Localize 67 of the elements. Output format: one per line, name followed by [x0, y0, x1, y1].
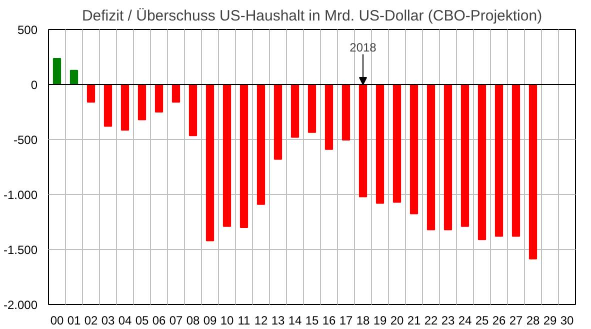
- y-tick-label: -1.500: [3, 243, 38, 257]
- x-tick-label: 19: [373, 314, 387, 328]
- x-tick-label: 08: [186, 314, 200, 328]
- x-tick-label: 12: [254, 314, 268, 328]
- y-tick-label: -2.000: [3, 298, 38, 312]
- x-tick-label: 07: [169, 314, 183, 328]
- x-tick-label: 23: [441, 314, 455, 328]
- x-tick-label: 21: [407, 314, 421, 328]
- bar: [290, 84, 300, 138]
- x-tick-label: 10: [220, 314, 234, 328]
- bar: [86, 84, 96, 103]
- bar: [120, 84, 130, 131]
- x-tick-label: 14: [288, 314, 302, 328]
- bar: [478, 84, 486, 240]
- x-tick-label: 29: [543, 314, 557, 328]
- y-tick-label: 500: [17, 23, 38, 37]
- bar: [512, 84, 520, 237]
- x-tick-label: 18: [356, 314, 370, 328]
- x-tick-label: 28: [526, 314, 540, 328]
- bar: [376, 84, 384, 204]
- x-tick-label: 06: [152, 314, 166, 328]
- bar: [494, 84, 504, 237]
- y-tick-label: 0: [30, 78, 38, 92]
- x-tick-label: 00: [50, 314, 64, 328]
- x-tick-label: 04: [118, 314, 132, 328]
- bar: [154, 84, 164, 112]
- x-tick-label: 27: [509, 314, 523, 328]
- x-tick-label: 09: [203, 314, 217, 328]
- bar: [138, 84, 146, 120]
- bar: [240, 84, 248, 228]
- bar: [392, 84, 402, 203]
- bar: [222, 84, 232, 227]
- bar: [308, 84, 316, 133]
- x-tick-label: 01: [67, 314, 81, 328]
- x-tick-label: 20: [390, 314, 404, 328]
- x-tick-label: 13: [271, 314, 285, 328]
- bar: [528, 84, 538, 260]
- bar: [206, 84, 214, 242]
- bar: [70, 70, 78, 85]
- bar: [274, 84, 282, 160]
- x-tick-label: 02: [84, 314, 98, 328]
- bar: [324, 84, 334, 150]
- y-tick-label: -500: [13, 133, 38, 147]
- x-tick-label: 22: [424, 314, 438, 328]
- bar: [104, 84, 112, 127]
- x-tick-label: 30: [560, 314, 574, 328]
- x-tick-label: 03: [101, 314, 115, 328]
- bar: [52, 58, 62, 85]
- x-tick-label: 25: [475, 314, 489, 328]
- bar: [188, 84, 198, 136]
- x-tick-label: 11: [238, 314, 251, 328]
- bar: [444, 84, 452, 230]
- y-tick-label: -1.000: [3, 188, 38, 202]
- bar: [342, 84, 350, 141]
- annotation: 2018: [350, 40, 377, 54]
- bar: [256, 84, 266, 205]
- bar: [426, 84, 436, 230]
- bar: [460, 84, 470, 227]
- x-tick-label: 26: [492, 314, 506, 328]
- chart-title: Defizit / Überschuss US-Haushalt in Mrd. US-Dollar (CBO-Projektion): [82, 8, 542, 24]
- bar: [172, 84, 180, 103]
- x-tick-label: 16: [322, 314, 336, 328]
- bar: [410, 84, 418, 214]
- x-tick-label: 15: [305, 314, 319, 328]
- x-tick-label: 24: [458, 314, 472, 328]
- x-tick-label: 05: [135, 314, 149, 328]
- x-tick-label: 17: [339, 314, 353, 328]
